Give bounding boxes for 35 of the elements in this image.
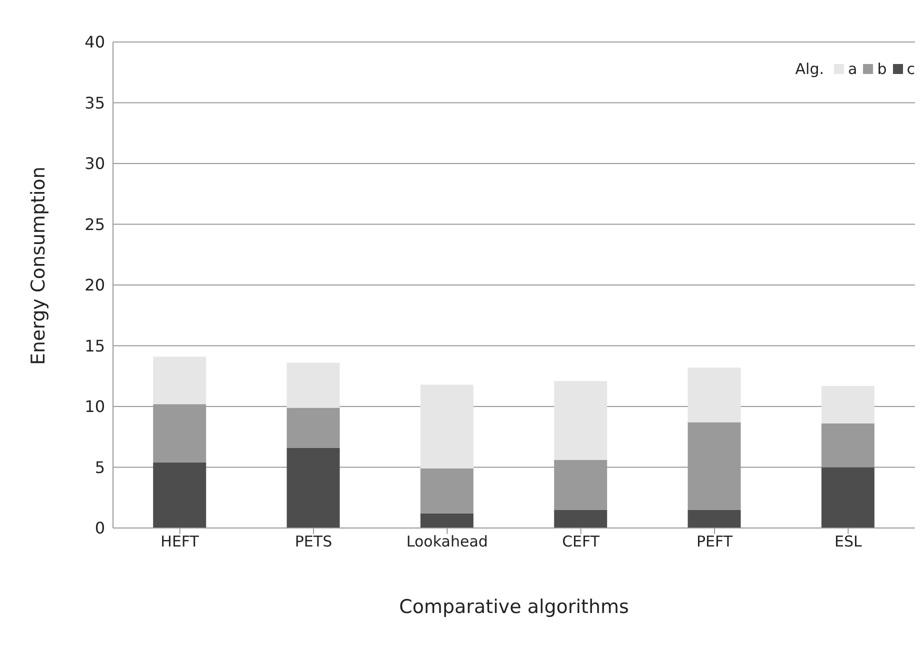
bar: [554, 380, 608, 460]
bar: [554, 510, 608, 528]
x-tick-label: HEFT: [160, 532, 200, 551]
y-tick-label: 0: [94, 518, 105, 538]
y-tick-label: 15: [84, 336, 105, 356]
bar: [286, 362, 340, 408]
bar: [420, 513, 474, 528]
bar: [286, 408, 340, 448]
y-tick-label: 20: [84, 276, 105, 295]
y-tick-label: 35: [84, 93, 105, 112]
x-tick-label: PETS: [294, 532, 332, 551]
y-tick-label: 25: [84, 214, 105, 234]
bar: [286, 448, 340, 528]
legend-label: a: [848, 60, 858, 78]
bar: [420, 384, 474, 468]
y-tick-label: 5: [94, 458, 105, 477]
y-tick-label: 40: [84, 32, 105, 52]
x-tick-label: PEFT: [696, 532, 734, 551]
x-tick-label: Lookahead: [406, 532, 488, 551]
y-axis-title: Energy Consumption: [28, 166, 50, 365]
bar: [821, 386, 874, 424]
bar: [153, 462, 206, 528]
bar: [688, 510, 741, 528]
x-tick-label: CEFT: [562, 532, 600, 551]
legend-title: Alg.: [795, 60, 824, 78]
y-tick-label: 10: [84, 397, 105, 416]
bar: [420, 468, 474, 514]
bar: [821, 467, 874, 528]
x-axis-title: Comparative algorithms: [399, 596, 629, 618]
legend-label: b: [877, 60, 887, 78]
legend-label: c: [906, 60, 915, 78]
x-tick-label: ESL: [834, 532, 862, 551]
bar: [688, 368, 741, 422]
y-tick-label: 30: [84, 154, 105, 174]
bar: [153, 356, 206, 404]
